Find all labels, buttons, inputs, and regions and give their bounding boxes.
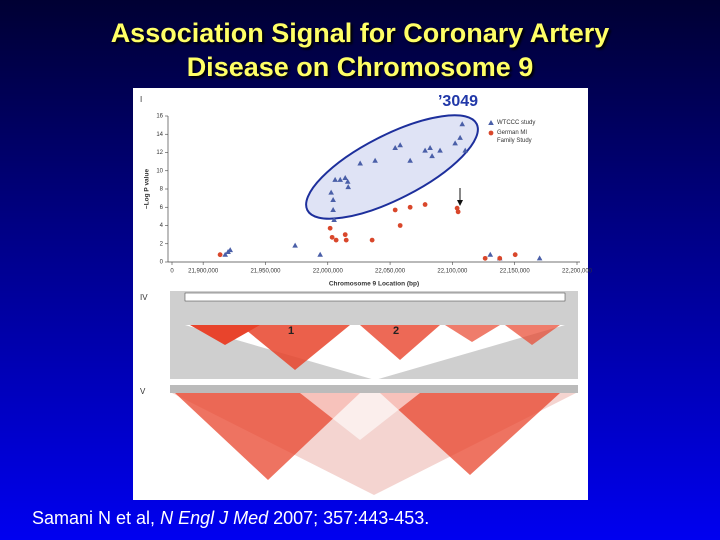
point: [429, 153, 435, 159]
point: [369, 237, 375, 243]
point: [392, 207, 398, 213]
highlight-ellipse: [305, 114, 479, 220]
point: [457, 134, 463, 140]
point: [342, 232, 348, 238]
point: [329, 234, 335, 240]
point: [422, 147, 428, 153]
point: [452, 140, 458, 146]
point: [342, 175, 349, 181]
y-tick-label: 8: [160, 187, 164, 193]
point: [497, 255, 503, 261]
point: [397, 142, 403, 148]
y-tick-label: 14: [156, 132, 163, 138]
point: [422, 202, 428, 207]
x-tick-label: 22,200,000: [562, 269, 593, 275]
arrow-head: [457, 200, 463, 206]
point: [337, 176, 344, 182]
svg-text:2: 2: [393, 325, 399, 337]
citation-text: Samani N et al,: [32, 508, 161, 528]
y-tick-label: 0: [160, 260, 164, 266]
legend-label: German MI Family Study: [497, 130, 532, 144]
annotation: ’3049: [438, 93, 478, 110]
point: [331, 217, 337, 223]
point: [344, 178, 351, 184]
point: [536, 255, 543, 261]
point: [332, 176, 338, 182]
y-tick-label: 16: [156, 114, 163, 120]
point: [512, 252, 518, 258]
point: [407, 157, 413, 163]
point: [292, 242, 298, 248]
x-tick-label: 22,050,000: [375, 269, 406, 275]
point: [392, 144, 398, 150]
citation-journal: N Engl J Med: [160, 508, 269, 528]
citation-text: 2007; 357:443-453.: [268, 508, 430, 528]
point: [333, 237, 339, 243]
ld-map-v: [170, 385, 578, 495]
slide-title: Disease on Chromosome 9: [186, 52, 534, 82]
legend-label: WTCCC study: [497, 120, 536, 126]
point: [345, 184, 352, 190]
point: [222, 251, 229, 257]
point: [459, 121, 466, 127]
y-tick-label: 6: [160, 205, 164, 211]
svg-text:1: 1: [288, 325, 294, 337]
ld-map-iv: 1 2: [170, 291, 578, 380]
point: [330, 196, 336, 202]
point: [427, 144, 433, 150]
citation: Samani N et al, N Engl J Med 2007; 357:4…: [32, 508, 429, 529]
point: [328, 189, 334, 195]
point: [487, 251, 494, 257]
y-axis-label: −Log P value: [144, 169, 151, 210]
slide-title: Association Signal for Coronary Artery: [110, 18, 610, 48]
y-tick-label: 12: [156, 150, 163, 156]
panel-label: IV: [140, 293, 148, 302]
x-tick-label: 0: [170, 269, 174, 275]
point: [482, 255, 488, 261]
point: [462, 147, 469, 153]
point: [327, 225, 333, 231]
point: [343, 237, 349, 243]
x-axis-label: Chromosome 9 Location (bp): [329, 281, 419, 288]
x-tick-label: 22,150,000: [500, 269, 531, 275]
point: [357, 160, 363, 166]
y-tick-label: 4: [160, 223, 164, 229]
point: [330, 206, 336, 212]
point: [317, 251, 323, 257]
x-tick-label: 21,900,000: [188, 269, 219, 275]
point: [372, 157, 378, 163]
y-tick-label: 2: [160, 241, 164, 247]
point: [455, 209, 461, 215]
point: [397, 223, 403, 228]
point: [454, 205, 460, 211]
panel-label: I: [140, 95, 142, 104]
legend-marker: [488, 120, 494, 125]
point: [437, 147, 443, 153]
x-tick-label: 22,100,000: [437, 269, 468, 275]
x-tick-label: 21,950,000: [250, 269, 281, 275]
x-tick-label: 22,000,000: [313, 269, 344, 275]
point: [227, 247, 233, 253]
point: [407, 204, 413, 210]
y-tick-label: 10: [156, 168, 163, 174]
panel-label: V: [140, 387, 146, 396]
point: [217, 252, 223, 258]
legend-marker: [488, 130, 494, 136]
